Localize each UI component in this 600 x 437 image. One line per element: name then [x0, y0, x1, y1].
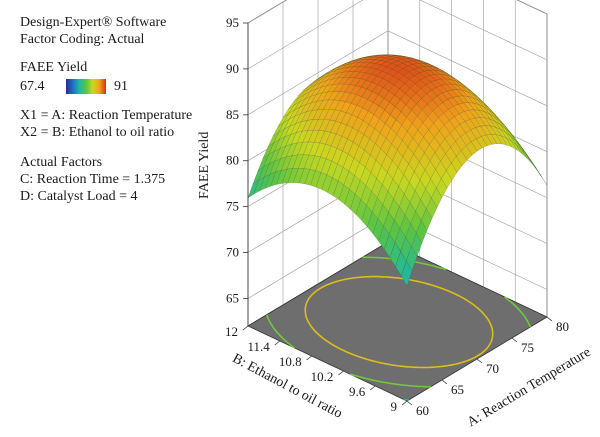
- y-tick: [369, 385, 376, 391]
- surface-cell: [247, 179, 260, 199]
- factor-x1: X1 = A: Reaction Temperature: [20, 108, 193, 123]
- y-tick: [242, 325, 249, 331]
- y-tick-label: 9: [391, 399, 398, 414]
- surface-cell: [406, 56, 417, 60]
- software-title: Design-Expert® Software: [20, 15, 167, 30]
- x-tick-label: 65: [451, 382, 464, 397]
- surface-cell: [470, 127, 482, 139]
- z-tick-label: 90: [226, 61, 239, 76]
- surface-cell: [526, 154, 538, 171]
- surface-cell: [475, 125, 487, 137]
- factor-x2: X2 = B: Ethanol to oil ratio: [20, 125, 175, 140]
- response-surface: [247, 54, 548, 287]
- y-tick: [274, 340, 281, 346]
- y-tick: [401, 400, 408, 406]
- y-tick: [338, 370, 344, 376]
- z-tick-label: 85: [226, 107, 239, 122]
- legend-max: 91: [114, 79, 128, 94]
- surface-cell: [401, 56, 412, 59]
- surface-cell: [511, 140, 523, 154]
- x-tick-label: 75: [521, 340, 534, 355]
- factor-coding: Factor Coding: Actual: [20, 32, 145, 47]
- y-tick-label: 12: [225, 324, 238, 339]
- z-tick-label: 95: [226, 15, 239, 30]
- legend-min: 67.4: [20, 79, 45, 94]
- x-tick-label: 60: [416, 403, 429, 418]
- z-tick-label: 75: [226, 199, 239, 214]
- y-tick-label: 11.4: [248, 339, 271, 354]
- surface-cell: [467, 91, 479, 101]
- x-tick: [406, 400, 413, 406]
- x-tick: [511, 337, 518, 343]
- z-tick-label: 65: [226, 290, 239, 305]
- actual-factor-c: C: Reaction Time = 1.375: [20, 172, 166, 187]
- y-tick-label: 9.6: [349, 384, 366, 399]
- x-tick: [441, 379, 448, 385]
- z-tick-label: 80: [226, 153, 239, 168]
- surface-cell: [451, 89, 464, 97]
- surface-cell: [401, 260, 413, 287]
- surface-cell: [516, 144, 528, 159]
- surface-cell: [474, 117, 486, 127]
- floor-contour: [304, 275, 494, 369]
- surface-cell: [428, 66, 440, 71]
- surface-cell: [499, 124, 511, 137]
- x-tick-label: 80: [556, 319, 569, 334]
- x-tick-label: 70: [486, 361, 499, 376]
- actual-factors-heading: Actual Factors: [20, 155, 103, 170]
- z-axis-label: FAEE Yield: [197, 132, 212, 199]
- surface-cell: [531, 161, 543, 178]
- wall-gridline-z: [247, 0, 548, 70]
- y-tick: [306, 355, 312, 361]
- surface-cell: [521, 149, 533, 164]
- surface-cell: [484, 117, 497, 128]
- legend-title: FAEE Yield: [20, 60, 88, 75]
- z-tick-label: 70: [226, 245, 239, 260]
- actual-factor-d: D: Catalyst Load = 4: [20, 189, 138, 204]
- color-legend-bar: [66, 79, 106, 94]
- x-axis-label: A: Reaction Temperature: [465, 345, 594, 431]
- surface-cell: [438, 68, 450, 76]
- x-tick: [476, 358, 483, 364]
- y-tick-label: 10.8: [279, 354, 302, 369]
- y-tick-label: 10.2: [311, 369, 334, 384]
- x-tick: [546, 316, 553, 322]
